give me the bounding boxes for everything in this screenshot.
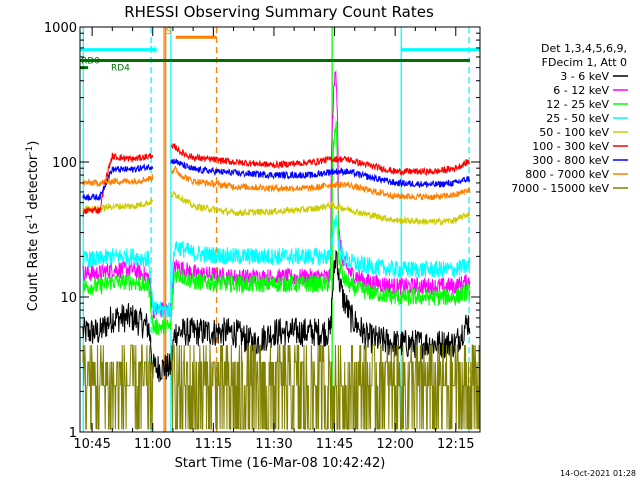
y-tick-label-1: 1: [69, 426, 77, 441]
y-tick-label-100: 100: [52, 156, 77, 171]
y-axis-label: Count Rate (s-1 detector-1): [25, 141, 41, 312]
footer-timestamp: 14-Oct-2021 01:28: [560, 469, 636, 478]
x-tick-label-1145: 11:45: [316, 437, 353, 452]
x-axis-label: Start Time (16-Mar-08 10:42:42): [175, 456, 386, 471]
series-100-300-kev-line: [82, 142, 471, 218]
series-800-7000-kev-line: [82, 165, 471, 201]
legend: Det 1,3,4,5,6,9, FDecim 1, Att 0 3 - 6 k…: [511, 42, 628, 195]
series-25-50-kev-line: [82, 214, 471, 319]
legend-label-8: 7000 - 15000 keV: [511, 182, 609, 195]
y-tick-label-1000: 1000: [44, 21, 77, 36]
chart-title: RHESSI Observing Summary Count Rates: [124, 3, 434, 21]
y-axis-label-end: ): [26, 141, 41, 146]
plot-frame: [79, 26, 481, 433]
series-300-800-kev-line: [82, 158, 471, 201]
y-tick-label-10: 10: [60, 291, 77, 306]
x-tick-label-1130: 11:30: [255, 437, 292, 452]
y-axis-label-middle: detector: [26, 154, 41, 214]
flag-label-n-1: N: [150, 46, 157, 56]
legend-label-4: 50 - 100 keV: [539, 126, 609, 139]
legend-label-1: 6 - 12 keV: [553, 84, 609, 97]
flag-label-rd4-4: RD4: [111, 64, 130, 74]
legend-label-3: 25 - 50 keV: [546, 112, 609, 125]
legend-label-7: 800 - 7000 keV: [525, 168, 609, 181]
plot-content: SN RD0 RD4: [80, 27, 480, 432]
legend-label-6: 300 - 800 keV: [532, 154, 609, 167]
axes: 1 10 100 1000 10:45 11:00 11:15 11:30 11:45 12:00…: [44, 21, 481, 452]
flag-label-s-0: S: [166, 27, 172, 37]
series-7000-15000-kev-line: [82, 344, 480, 430]
legend-label-5: 100 - 300 keV: [532, 140, 609, 153]
x-tick-label-1200: 12:00: [376, 437, 413, 452]
y-axis-label-exponent-2: -1: [25, 146, 35, 155]
x-tick-label-1045: 10:45: [73, 437, 110, 452]
legend-header-detectors: Det 1,3,4,5,6,9,: [541, 42, 627, 55]
legend-label-2: 12 - 25 keV: [546, 98, 609, 111]
x-tick-label-1215: 12:15: [437, 437, 474, 452]
series-3-6-kev-line: [82, 249, 471, 383]
series-50-100-kev-line: [82, 190, 471, 226]
flag-label-rd0-3: RD0: [81, 56, 100, 66]
x-tick-label-1115: 11:15: [195, 437, 232, 452]
legend-label-0: 3 - 6 keV: [560, 70, 609, 83]
legend-header-decimation: FDecim 1, Att 0: [542, 56, 627, 69]
plot-area: [80, 27, 480, 432]
series-12-25-kev-line: [82, 120, 471, 336]
x-tick-label-1100: 11:00: [134, 437, 171, 452]
y-axis-label-main: Count Rate (s: [26, 223, 41, 312]
y-axis-label-exponent-1: -1: [25, 214, 35, 223]
